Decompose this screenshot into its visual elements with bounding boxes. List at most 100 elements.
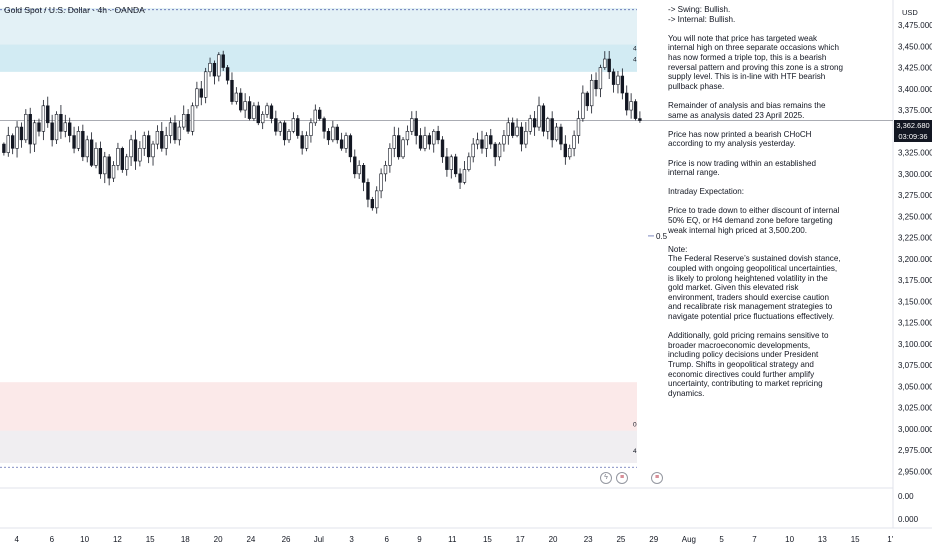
x-tick-label: 7 — [752, 535, 757, 544]
x-tick-label: 25 — [616, 535, 625, 544]
x-tick-label: 15 — [851, 535, 860, 544]
supply-zone-inner — [0, 44, 637, 72]
candle-body — [414, 118, 418, 136]
x-tick-label: 12 — [113, 535, 122, 544]
x-tick-label: 10 — [785, 535, 794, 544]
candle-body — [331, 126, 335, 141]
candle-body — [375, 190, 379, 209]
candle-body — [318, 109, 322, 119]
y-tick-label: 3,050.000 — [898, 382, 932, 391]
candle-body — [269, 105, 274, 119]
current-price-value: 3,362.680 — [896, 121, 930, 130]
x-tick-label: 5 — [719, 535, 724, 544]
candle-body — [125, 156, 129, 170]
x-tick-label: 6 — [385, 535, 390, 544]
candle-body — [510, 122, 515, 136]
price-axis-panel[interactable] — [893, 0, 932, 550]
candle-body — [401, 139, 405, 158]
candle-body — [366, 182, 370, 200]
candle-body — [116, 148, 120, 166]
candle-body — [94, 148, 98, 166]
us-flag-icon[interactable]: ≡ — [651, 472, 663, 484]
currency-label[interactable]: USD — [902, 8, 918, 17]
candle-body — [221, 54, 225, 68]
candle-body — [46, 105, 50, 124]
candle-body — [572, 135, 576, 149]
current-price-tag: 3,362.680 03:09:36 — [894, 120, 932, 142]
y-tick-label: 3,150.000 — [898, 297, 932, 306]
flash-icon[interactable]: ϟ — [600, 472, 612, 484]
candle-body — [410, 118, 414, 132]
note-paragraph: Price is now trading within an establish… — [668, 158, 817, 178]
candle-body — [607, 58, 611, 73]
candle-body — [63, 122, 67, 132]
candle-body — [287, 131, 291, 141]
candle-body — [440, 139, 445, 158]
candle-body — [453, 156, 458, 175]
candle-body — [598, 67, 603, 90]
x-tick-label: 10 — [80, 535, 89, 544]
candle-body — [467, 156, 471, 170]
y-tick-label: 3,175.000 — [898, 276, 932, 285]
x-tick-label: 13 — [818, 535, 827, 544]
candle-body — [2, 143, 6, 153]
y-tick-label: 3,200.000 — [898, 255, 932, 264]
candle-body — [353, 156, 357, 175]
candle-body — [19, 126, 24, 141]
candle-body — [98, 148, 103, 175]
candle-body — [515, 126, 519, 136]
x-tick-label: 1' — [887, 535, 893, 544]
candle-body — [484, 135, 489, 149]
candle-body — [445, 156, 449, 170]
candle-body — [339, 139, 344, 149]
candle-body — [436, 131, 440, 141]
candle-body — [41, 105, 46, 132]
candle-body — [296, 118, 300, 136]
eq-label: 0.5 — [656, 232, 668, 241]
x-tick-label: 17 — [516, 535, 525, 544]
candle-body — [24, 114, 28, 141]
x-tick-label: 4 — [14, 535, 19, 544]
zone-label: 4 — [633, 57, 637, 64]
us-flag-icon[interactable]: ≡ — [616, 472, 628, 484]
candle-body — [146, 135, 151, 158]
note-paragraph: Price has now printed a bearish CHoCH ac… — [668, 129, 812, 149]
candle-body — [199, 88, 203, 98]
x-tick-label: 15 — [146, 535, 155, 544]
candle-body — [230, 79, 234, 102]
secondary-axis-label: 0.00 — [898, 492, 914, 501]
candle-body — [344, 135, 348, 149]
candle-body — [133, 139, 138, 162]
candle-body — [186, 114, 190, 132]
x-tick-label: Jul — [314, 535, 324, 544]
candle-body — [160, 131, 164, 149]
y-tick-label: 3,000.000 — [898, 425, 932, 434]
note-swing: -> Swing: Bullish. — [668, 5, 731, 14]
candle-body — [243, 101, 247, 111]
candle-body — [6, 135, 10, 153]
candle-body — [309, 122, 313, 136]
candle-body — [383, 165, 388, 175]
zone-label: 4 — [633, 448, 637, 455]
candle-body — [620, 75, 625, 94]
x-tick-label: 23 — [584, 535, 593, 544]
candle-body — [502, 135, 506, 145]
candle-body — [576, 118, 581, 136]
x-tick-label: 24 — [246, 535, 255, 544]
candle-body — [603, 58, 607, 68]
candle-body — [541, 105, 546, 132]
candle-body — [629, 101, 633, 111]
candle-body — [506, 122, 510, 136]
note-paragraph: Remainder of analysis and bias remains t… — [668, 100, 826, 120]
y-tick-label: 3,400.000 — [898, 85, 932, 94]
x-tick-label: 11 — [448, 535, 457, 544]
symbol-legend[interactable]: Gold Spot / U.S. Dollar · 4h · OANDA — [4, 5, 145, 15]
candle-body — [274, 118, 278, 132]
candle-body — [120, 148, 125, 170]
candle-body — [524, 131, 528, 145]
candle-body — [225, 67, 230, 81]
y-tick-label: 3,375.000 — [898, 106, 932, 115]
candle-body — [633, 101, 638, 119]
